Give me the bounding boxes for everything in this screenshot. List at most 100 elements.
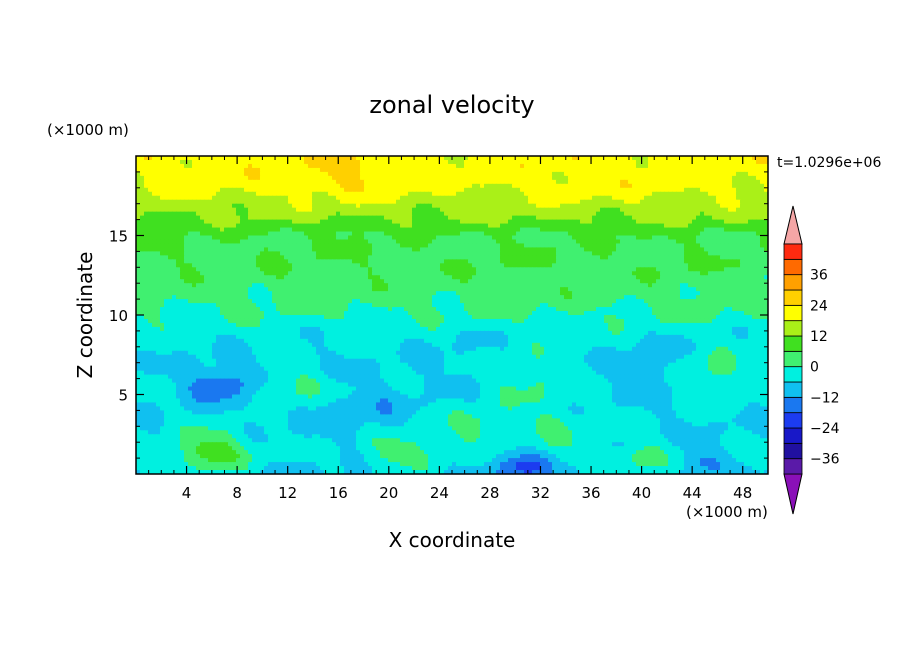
field-cell bbox=[616, 223, 621, 229]
field-cell bbox=[520, 223, 525, 229]
field-cell bbox=[308, 175, 313, 181]
field-cell bbox=[676, 187, 681, 193]
field-cell bbox=[232, 267, 237, 272]
field-cell bbox=[524, 275, 529, 280]
field-cell bbox=[460, 239, 465, 245]
field-cell bbox=[460, 207, 465, 213]
field-cell bbox=[604, 187, 609, 193]
field-cell bbox=[552, 207, 557, 213]
field-cell bbox=[476, 171, 481, 177]
field-cell bbox=[508, 195, 513, 201]
field-cell bbox=[308, 167, 313, 173]
field-cell bbox=[600, 219, 605, 225]
field-cell bbox=[212, 167, 217, 173]
field-cell bbox=[648, 211, 653, 217]
field-cell bbox=[232, 211, 237, 217]
field-cell bbox=[560, 211, 565, 217]
field-cell bbox=[636, 191, 641, 197]
field-cell bbox=[364, 279, 369, 284]
field-cell bbox=[652, 207, 657, 213]
field-cell bbox=[168, 231, 173, 237]
field-cell bbox=[612, 239, 617, 245]
field-cell bbox=[756, 175, 761, 181]
field-cell bbox=[236, 195, 241, 201]
field-cell bbox=[552, 211, 557, 217]
field-cell bbox=[388, 263, 393, 268]
field-cell bbox=[584, 199, 589, 205]
field-cell bbox=[588, 255, 593, 260]
field-cell bbox=[172, 235, 177, 241]
field-cell bbox=[408, 271, 413, 276]
field-cell bbox=[756, 156, 761, 161]
field-cell bbox=[480, 179, 485, 185]
field-cell bbox=[236, 267, 241, 272]
field-cell bbox=[648, 191, 653, 197]
field-cell bbox=[644, 171, 649, 177]
field-cell bbox=[528, 199, 533, 205]
field-cell bbox=[244, 251, 249, 256]
field-cell bbox=[704, 247, 709, 253]
field-cell bbox=[576, 255, 581, 260]
field-cell bbox=[396, 167, 401, 173]
field-cell bbox=[448, 235, 453, 241]
field-cell bbox=[480, 163, 485, 169]
field-cell bbox=[640, 195, 645, 201]
field-cell bbox=[736, 239, 741, 245]
field-cell bbox=[724, 239, 729, 245]
field-cell bbox=[536, 156, 541, 161]
field-cell bbox=[560, 223, 565, 229]
field-cell bbox=[300, 259, 305, 264]
field-cell bbox=[364, 263, 369, 268]
field-cell bbox=[384, 191, 389, 197]
field-cell bbox=[536, 159, 541, 165]
field-cell bbox=[704, 263, 709, 268]
field-cell bbox=[424, 267, 429, 272]
field-cell bbox=[624, 159, 629, 165]
field-cell bbox=[632, 231, 637, 237]
field-cell bbox=[544, 223, 549, 229]
field-cell bbox=[540, 219, 545, 225]
field-cell bbox=[528, 191, 533, 197]
field-cell bbox=[748, 231, 753, 237]
field-cell bbox=[144, 267, 149, 272]
field-cell bbox=[208, 239, 213, 245]
field-cell bbox=[704, 203, 709, 209]
field-cell bbox=[480, 219, 485, 225]
field-cell bbox=[136, 159, 141, 165]
field-cell bbox=[372, 235, 377, 241]
field-cell bbox=[476, 183, 481, 189]
field-cell bbox=[284, 199, 289, 205]
field-cell bbox=[208, 247, 213, 253]
field-cell bbox=[144, 215, 149, 221]
field-cell bbox=[452, 271, 457, 276]
field-cell bbox=[204, 171, 209, 177]
field-cell bbox=[556, 156, 561, 161]
field-cell bbox=[212, 219, 217, 225]
field-cell bbox=[720, 159, 725, 165]
field-cell bbox=[484, 163, 489, 169]
field-cell bbox=[308, 271, 313, 276]
field-cell bbox=[204, 191, 209, 197]
field-cell bbox=[224, 171, 229, 177]
field-cell bbox=[340, 195, 345, 201]
field-cell bbox=[464, 251, 469, 256]
field-cell bbox=[556, 183, 561, 189]
field-cell bbox=[232, 175, 237, 181]
field-cell bbox=[256, 275, 261, 280]
field-cell bbox=[220, 255, 225, 260]
field-cell bbox=[452, 223, 457, 229]
field-cell bbox=[728, 259, 733, 264]
field-cell bbox=[648, 199, 653, 205]
field-cell bbox=[180, 156, 185, 161]
field-cell bbox=[344, 167, 349, 173]
field-cell bbox=[224, 199, 229, 205]
field-cell bbox=[416, 235, 421, 241]
field-cell bbox=[608, 263, 613, 268]
field-cell bbox=[208, 203, 213, 209]
field-cell bbox=[400, 163, 405, 169]
field-cell bbox=[196, 231, 201, 237]
field-cell bbox=[680, 159, 685, 165]
field-cell bbox=[540, 215, 545, 221]
field-cell bbox=[372, 195, 377, 201]
field-cell bbox=[152, 275, 157, 280]
